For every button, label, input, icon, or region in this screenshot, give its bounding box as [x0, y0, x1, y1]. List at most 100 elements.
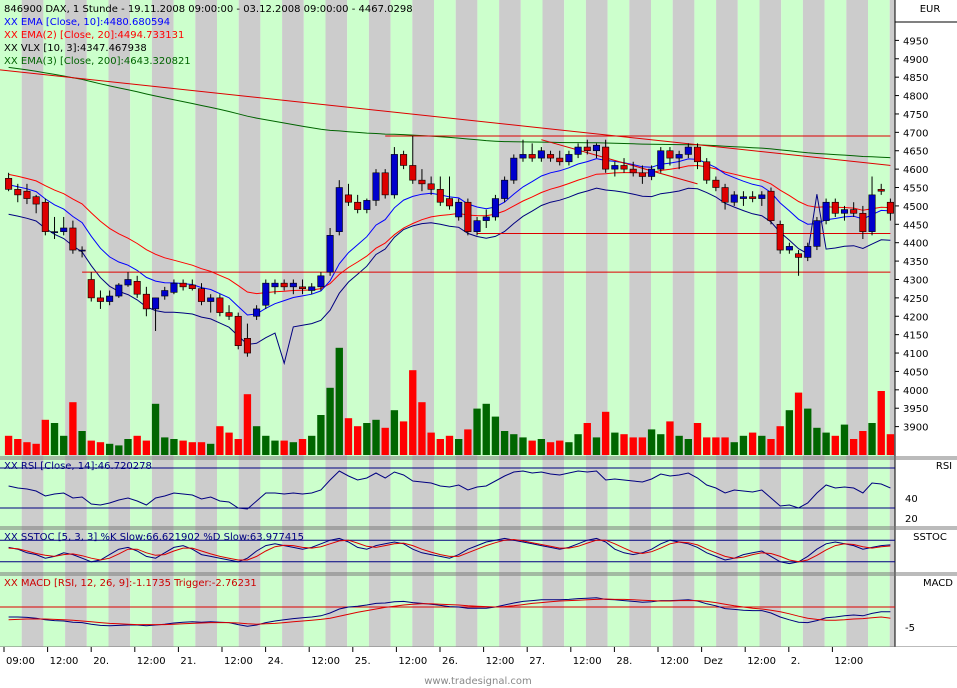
candle-body — [602, 146, 610, 170]
volume-bar — [436, 439, 444, 455]
session-band — [21, 0, 44, 647]
volume-bar — [105, 443, 114, 455]
y-tick-label: 4850 — [903, 73, 928, 84]
session-band — [260, 0, 283, 647]
candle-body — [804, 246, 812, 258]
candle-body — [721, 187, 729, 203]
volume-bar — [216, 426, 224, 455]
volume-bar — [712, 437, 720, 455]
volume-bar — [785, 410, 794, 455]
volume-bar — [280, 440, 288, 455]
candle-body — [592, 144, 600, 152]
volume-bar — [445, 435, 454, 455]
candle-body — [243, 338, 251, 354]
candle-body — [106, 295, 114, 302]
candle-body — [749, 196, 757, 199]
rsi-tick-label: 40 — [905, 494, 918, 505]
x-tick-label: 12:00 — [486, 656, 515, 667]
volume-bar — [418, 402, 426, 455]
legend-vlx: XX VLX [10, 3]:4347.467938 — [4, 43, 147, 54]
volume-bar — [14, 439, 22, 455]
y-tick-label: 4650 — [903, 147, 928, 158]
session-band — [0, 0, 22, 647]
rsi-line — [8, 470, 891, 510]
candle-body — [822, 201, 830, 221]
candle-body — [170, 282, 178, 293]
x-tick-label: 12:00 — [660, 656, 689, 667]
candle-body — [739, 196, 747, 199]
volume-bar — [271, 440, 279, 455]
candle-body — [124, 279, 132, 286]
y-tick-label: 4600 — [903, 165, 928, 176]
candle-body — [32, 196, 40, 205]
candle-body — [638, 172, 646, 177]
volume-bar — [528, 440, 536, 455]
x-tick-label: 27. — [529, 656, 545, 667]
price-panel — [0, 66, 895, 455]
volume-bar — [693, 423, 702, 455]
candle-body — [730, 194, 738, 203]
volume-bar — [353, 426, 362, 455]
session-band — [716, 0, 738, 647]
y-tick-label: 4750 — [903, 110, 928, 121]
candle-body — [427, 183, 435, 190]
volume-bar — [289, 442, 298, 455]
candle-body — [528, 154, 536, 159]
session-band — [868, 0, 890, 647]
legend-macd: XX MACD [RSI, 12, 26, 9]:-1.1735 Trigger… — [4, 578, 257, 589]
x-tick-label: 26. — [442, 656, 458, 667]
candle-body — [96, 297, 104, 302]
volume-bar — [252, 426, 261, 455]
footer-watermark: www.tradesignal.com — [424, 676, 532, 687]
y-tick-label: 4450 — [903, 220, 928, 231]
x-tick-label: 09:00 — [6, 656, 35, 667]
volume-bar — [363, 423, 371, 455]
volume-bar — [519, 437, 527, 455]
volume-bar — [32, 443, 40, 455]
volume-bar — [179, 440, 187, 455]
candle-body — [657, 150, 665, 170]
session-band — [802, 0, 825, 647]
volume-bar — [703, 437, 711, 455]
candle-body — [583, 146, 591, 152]
session-band — [455, 0, 478, 647]
y-tick-label: 4050 — [903, 367, 928, 378]
macd-line — [8, 598, 891, 626]
volume-bar — [877, 391, 885, 455]
candle-body — [776, 224, 784, 251]
candle-body — [289, 282, 297, 288]
volume-bar — [87, 440, 95, 455]
sstoc-line — [8, 537, 891, 565]
volume-bar — [556, 440, 564, 455]
legend-rsi: XX RSI [Close, 14]:46.720278 — [4, 461, 152, 472]
volume-bar — [675, 435, 683, 455]
volume-bar — [41, 419, 50, 455]
candle-body — [501, 179, 509, 199]
volume-bar — [868, 423, 876, 455]
session-band — [130, 0, 152, 647]
candle-body — [179, 282, 187, 288]
candle-body — [363, 200, 371, 210]
volume-bar — [409, 370, 417, 455]
y-tick-label: 4550 — [903, 184, 928, 195]
session-band — [889, 0, 895, 647]
x-tick-label: 28. — [616, 656, 632, 667]
x-tick-label: 12:00 — [573, 656, 602, 667]
volume-bar — [151, 403, 160, 455]
ema200-line — [8, 66, 891, 159]
volume-bar — [840, 424, 849, 455]
session-band — [151, 0, 174, 647]
session-band — [477, 0, 500, 647]
x-tick-label: 12:00 — [747, 656, 776, 667]
volume-bar — [115, 445, 123, 455]
rsi-tick-label: 20 — [905, 514, 918, 525]
y-tick-label: 4100 — [903, 349, 928, 360]
legend-ema20: XX EMA(2) [Close, 20]:4494.733131 — [4, 30, 184, 41]
volume-bar — [886, 434, 895, 455]
y-tick-label: 4000 — [903, 386, 928, 397]
candle-body — [400, 154, 408, 166]
volume-bar — [262, 435, 270, 455]
candle-body — [519, 154, 527, 159]
session-band — [86, 0, 109, 647]
volume-bar — [317, 415, 325, 455]
